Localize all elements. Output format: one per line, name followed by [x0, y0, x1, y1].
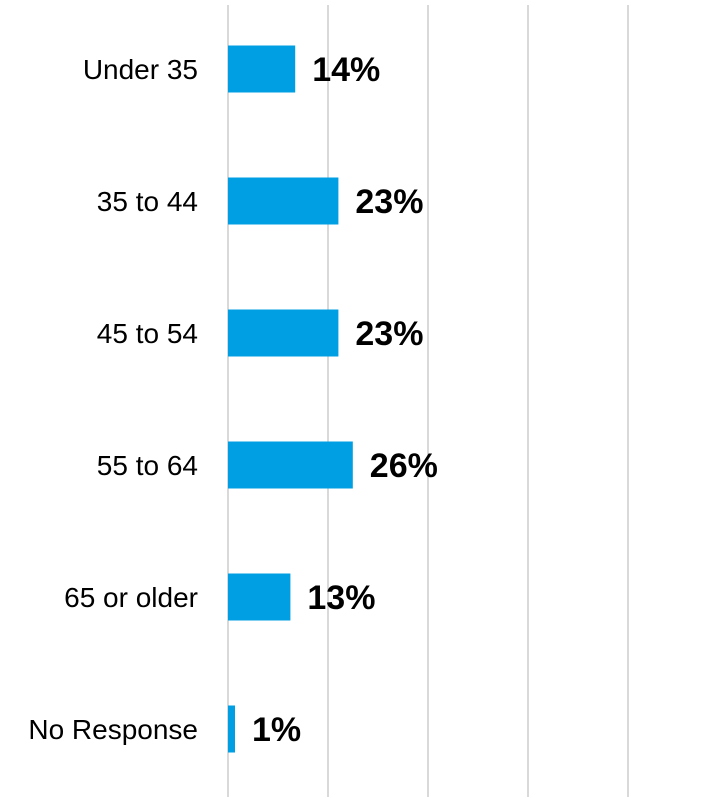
value-label-65-or-older: 13%: [307, 579, 375, 617]
value-label-under-35: 14%: [312, 51, 380, 89]
bar-45-to-54: [228, 309, 339, 357]
gridlines: [227, 5, 629, 797]
category-label-45-to-54: 45 to 54: [97, 318, 198, 349]
bar-no-response: [228, 705, 235, 753]
labels: Under 35 14% 35 to 44 23% 45 to 54 23% 55 to 6…: [28, 51, 438, 749]
bar-35-to-44: [228, 177, 339, 225]
category-label-55-to-64: 55 to 64: [97, 450, 198, 481]
value-label-no-response: 1%: [252, 711, 301, 749]
bar-65-or-older: [228, 573, 291, 621]
category-label-35-to-44: 35 to 44: [97, 186, 198, 217]
value-label-55-to-64: 26%: [370, 447, 438, 485]
bar-55-to-64: [228, 441, 353, 489]
bar-under-35: [228, 45, 296, 93]
category-label-under-35: Under 35: [83, 54, 198, 85]
bars: [228, 45, 353, 753]
value-label-35-to-44: 23%: [355, 183, 423, 221]
category-label-65-or-older: 65 or older: [64, 582, 198, 613]
value-label-45-to-54: 23%: [355, 315, 423, 353]
category-label-no-response: No Response: [28, 714, 198, 745]
